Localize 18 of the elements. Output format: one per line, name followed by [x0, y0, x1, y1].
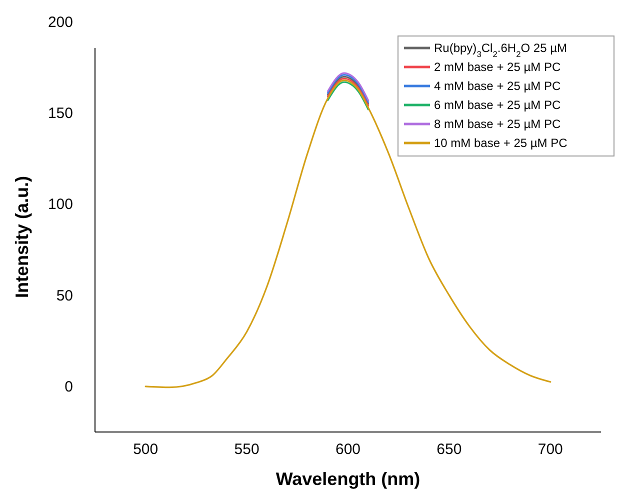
y-tick-label: 200: [48, 14, 73, 31]
legend-label: 10 mM base + 25 µM PC: [434, 136, 568, 150]
y-tick-label: 100: [48, 196, 73, 214]
y-axis-title: Intensity (a.u.): [12, 176, 32, 298]
legend-label: 2 mM base + 25 µM PC: [434, 60, 561, 74]
legend-label: 6 mM base + 25 µM PC: [434, 98, 561, 112]
x-tick-label: 500: [133, 441, 158, 458]
x-axis-title: Wavelength (nm): [276, 469, 420, 489]
x-tick-label: 650: [436, 441, 462, 458]
legend-label: Ru(bpy)$_{3}$Cl$_{2}$.6H$_{2}$O 25 µM: [434, 41, 567, 59]
x-tick-label: 600: [335, 441, 361, 458]
legend-label: 8 mM base + 25 µM PC: [434, 117, 561, 131]
x-tick-label: 700: [538, 441, 563, 458]
y-tick-label: 0: [64, 378, 73, 396]
legend-label: 4 mM base + 25 µM PC: [434, 79, 561, 93]
x-tick-label: 550: [234, 441, 260, 458]
y-tick-label: 50: [56, 287, 73, 304]
y-tick-label: 150: [48, 105, 73, 122]
